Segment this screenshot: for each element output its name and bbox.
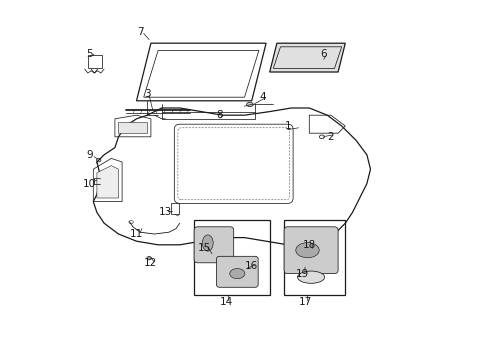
Text: 1: 1 bbox=[284, 121, 290, 131]
FancyBboxPatch shape bbox=[284, 227, 337, 274]
Polygon shape bbox=[269, 43, 345, 72]
Ellipse shape bbox=[295, 243, 319, 258]
Text: 14: 14 bbox=[220, 297, 233, 307]
Text: 17: 17 bbox=[299, 297, 312, 307]
FancyBboxPatch shape bbox=[216, 256, 258, 287]
Ellipse shape bbox=[246, 102, 253, 107]
Text: 5: 5 bbox=[86, 49, 93, 59]
FancyBboxPatch shape bbox=[194, 227, 233, 263]
Bar bbox=[170, 203, 178, 214]
Text: 4: 4 bbox=[259, 92, 265, 102]
Ellipse shape bbox=[202, 235, 213, 251]
Text: 15: 15 bbox=[198, 243, 211, 253]
Text: 18: 18 bbox=[302, 240, 315, 250]
Bar bbox=[194, 220, 269, 295]
Text: 8: 8 bbox=[216, 110, 222, 120]
Text: 13: 13 bbox=[158, 207, 172, 217]
Text: 19: 19 bbox=[295, 269, 308, 279]
Text: 7: 7 bbox=[137, 27, 143, 37]
Text: 12: 12 bbox=[144, 258, 157, 268]
Text: 6: 6 bbox=[320, 49, 326, 59]
Bar bbox=[284, 220, 345, 295]
Text: 11: 11 bbox=[130, 229, 143, 239]
Ellipse shape bbox=[229, 269, 244, 279]
Text: 16: 16 bbox=[244, 261, 258, 271]
Text: 3: 3 bbox=[143, 89, 150, 99]
Polygon shape bbox=[118, 122, 147, 133]
Ellipse shape bbox=[297, 271, 324, 283]
Polygon shape bbox=[97, 166, 118, 198]
Text: 10: 10 bbox=[83, 179, 96, 189]
Text: 2: 2 bbox=[327, 132, 333, 142]
Text: 9: 9 bbox=[86, 150, 93, 160]
Bar bbox=[88, 55, 102, 68]
